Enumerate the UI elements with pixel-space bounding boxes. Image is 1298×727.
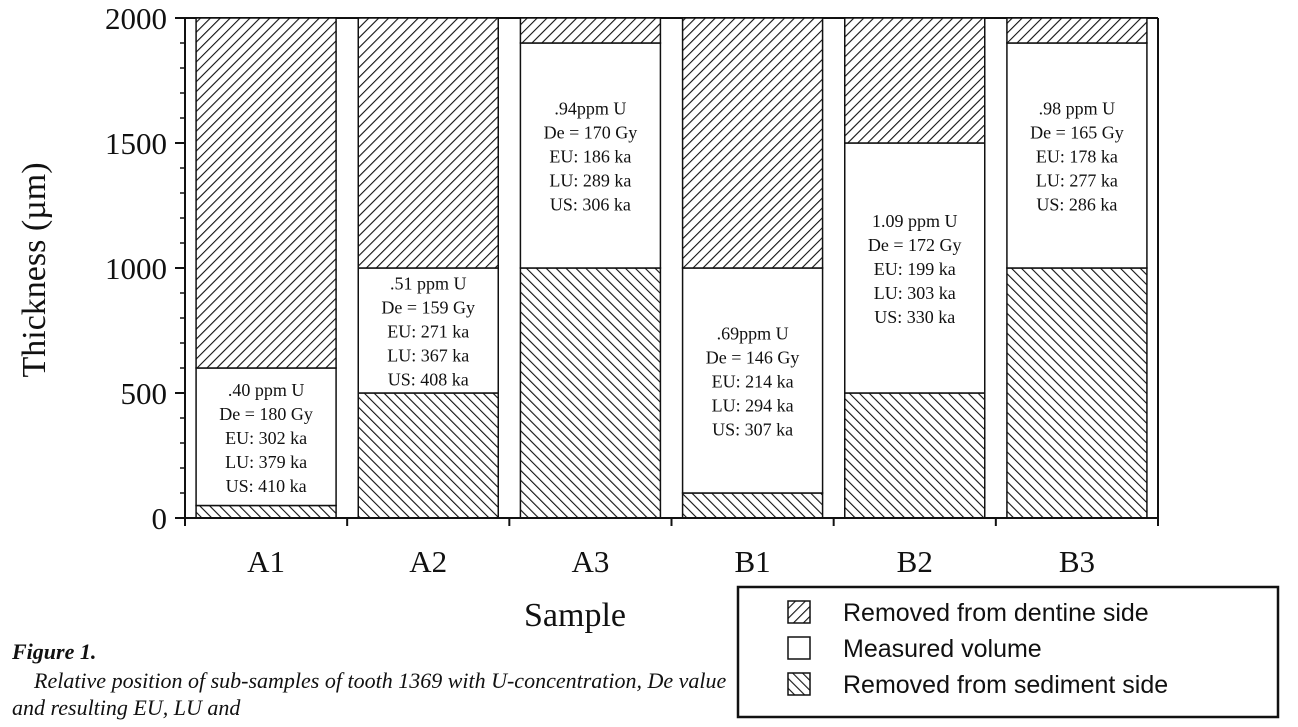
x-tick-label-B1: B1 (734, 544, 770, 579)
bar-A3-segment-2 (519, 42, 662, 269)
annotation-A1-line-2: De = 180 Gy (219, 404, 313, 424)
bar-A3-segment-1 (519, 267, 662, 519)
caption-heading: Figure 1. (12, 639, 97, 664)
annotation-B2-line-3: EU: 199 ka (874, 259, 956, 279)
figure-caption: Figure 1. Relative position of sub-sampl… (12, 638, 732, 721)
x-axis-label: Sample (524, 597, 626, 634)
annotation-B1-line-5: US: 307 ka (712, 420, 793, 440)
bars (195, 17, 1148, 519)
annotation-A1-line-3: EU: 302 ka (225, 428, 307, 448)
legend-swatch-3 (787, 672, 811, 696)
legend-swatch-2 (787, 636, 811, 660)
bar-B3-segment-3 (1006, 17, 1148, 44)
x-tick-label-A3: A3 (571, 544, 609, 579)
bar-B1-segment-3 (681, 17, 824, 269)
annotation-A3-line-1: .94ppm U (554, 99, 626, 119)
bar-A1-segment-1 (195, 504, 337, 519)
annotation-B1-line-2: De = 146 Gy (706, 348, 800, 368)
bar-B3-segment-1 (1006, 267, 1148, 519)
legend-label-3: Removed from sediment side (843, 671, 1168, 699)
annotation-A2-line-2: De = 159 Gy (381, 298, 475, 318)
annotation-B1-line-3: EU: 214 ka (712, 372, 794, 392)
x-axis: A1 A2 A3 B1 B2 B3 (184, 517, 1159, 579)
x-tick-label-A2: A2 (409, 544, 447, 579)
bar-A2-segment-3 (357, 17, 499, 269)
annotation-A2-line-3: EU: 271 ka (387, 322, 469, 342)
annotation-A3-line-3: EU: 186 ka (549, 147, 631, 167)
bar-B2-segment-1 (844, 392, 986, 519)
caption-text: Relative position of sub-samples of toot… (12, 668, 727, 720)
annotation-A1-line-1: .40 ppm U (228, 380, 305, 400)
annotation-B2-line-4: LU: 303 ka (874, 283, 956, 303)
plot-frame (185, 17, 1159, 518)
annotation-A1-line-5: US: 410 ka (226, 476, 307, 496)
annotation-B3-line-5: US: 286 ka (1036, 195, 1117, 215)
legend-swatch-1 (787, 600, 811, 624)
bar-A1-segment-2 (195, 367, 337, 507)
bar-B2-segment-2 (844, 142, 986, 394)
annotation-B3-line-1: .98 ppm U (1039, 99, 1116, 119)
annotation-A3-line-2: De = 170 Gy (544, 123, 638, 143)
annotation-B2-line-2: De = 172 Gy (868, 235, 962, 255)
bar-B3-segment-2 (1006, 42, 1148, 269)
annotation-B3-line-2: De = 165 Gy (1030, 123, 1124, 143)
x-tick-label-A1: A1 (247, 544, 285, 579)
annotation-B3-line-4: LU: 277 ka (1036, 171, 1118, 191)
bar-A3-segment-3 (519, 17, 662, 44)
annotation-B2-line-1: 1.09 ppm U (872, 211, 958, 231)
x-tick-label-B2: B2 (897, 544, 933, 579)
y-axis-label: Thickness (µm) (16, 162, 53, 377)
annotation-B2-line-5: US: 330 ka (874, 307, 955, 327)
annotation-A1-line-4: LU: 379 ka (225, 452, 307, 472)
y-tick-label-0: 0 (152, 501, 168, 536)
legend-label-1: Removed from dentine side (843, 599, 1149, 627)
bar-B1-segment-1 (681, 492, 824, 519)
bar-annotations: .40 ppm U De = 180 Gy EU: 302 ka LU: 379 ka… (219, 99, 1123, 496)
x-tick-label-B3: B3 (1059, 544, 1095, 579)
annotation-A2-line-5: US: 408 ka (388, 370, 469, 390)
bar-A1-segment-3 (195, 17, 337, 369)
annotation-B1-line-4: LU: 294 ka (712, 396, 794, 416)
annotation-B1-line-1: .69ppm U (717, 324, 789, 344)
annotation-A3-line-4: LU: 289 ka (549, 171, 631, 191)
y-tick-label-1500: 1500 (105, 126, 167, 161)
y-tick-label-500: 500 (121, 376, 168, 411)
annotation-A2-line-1: .51 ppm U (390, 274, 467, 294)
bar-A2-segment-1 (357, 392, 499, 519)
y-tick-label-2000: 2000 (105, 1, 167, 36)
bar-B1-segment-2 (681, 267, 824, 494)
y-tick-label-1000: 1000 (105, 251, 167, 286)
annotation-A3-line-5: US: 306 ka (550, 195, 631, 215)
legend-label-2: Measured volume (843, 635, 1042, 663)
legend: Removed from dentine side Measured volume… (736, 585, 1280, 719)
annotation-A2-line-4: LU: 367 ka (387, 346, 469, 366)
bar-B2-segment-3 (844, 17, 986, 144)
annotation-B3-line-3: EU: 178 ka (1036, 147, 1118, 167)
y-axis: 0 500 1000 1500 2000 (105, 1, 186, 536)
